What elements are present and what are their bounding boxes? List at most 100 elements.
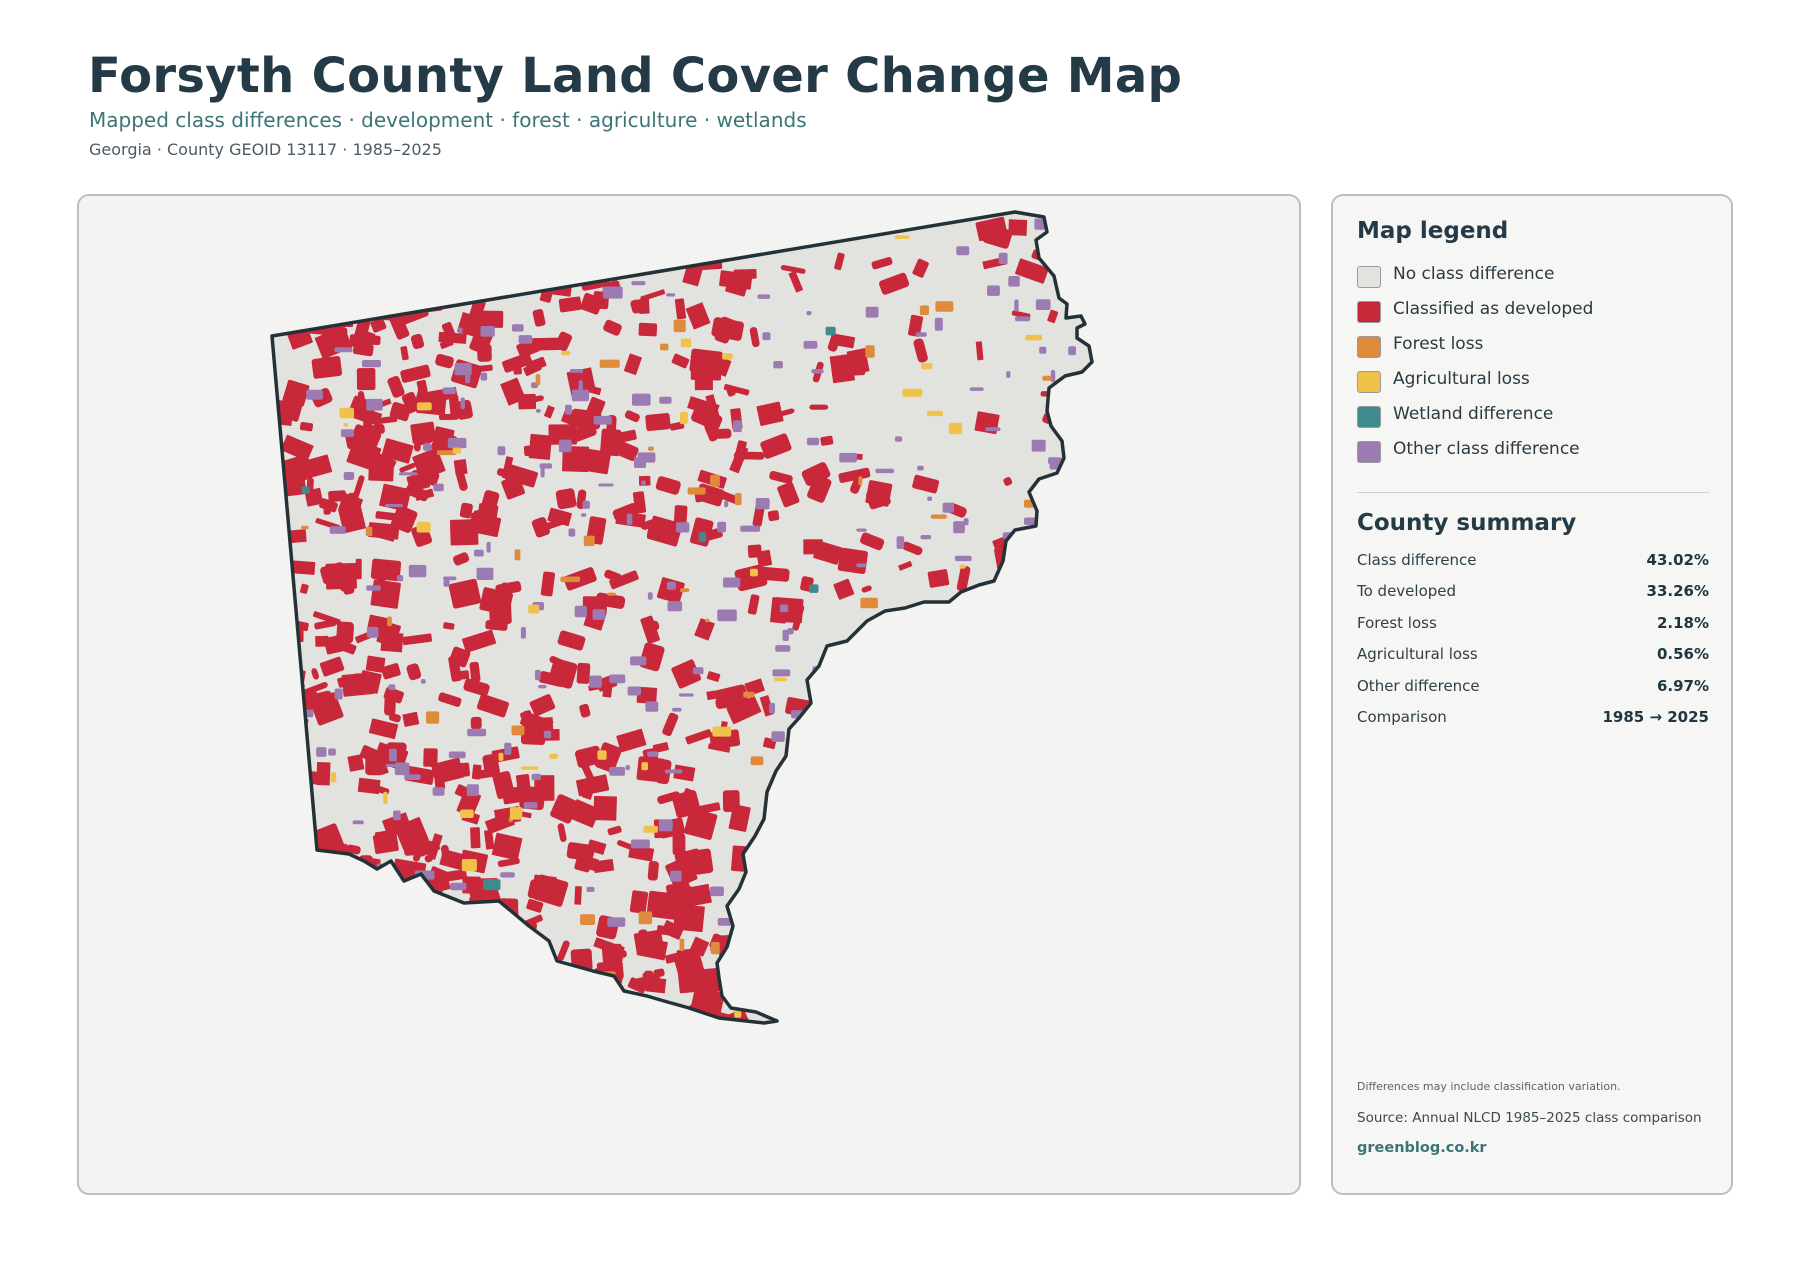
developed-patch [1025,898,1045,915]
developed-patch [814,838,846,857]
developed-patch [780,918,797,943]
developed-patch [899,698,928,712]
change-patch [1017,565,1031,576]
summary-label: Other difference [1357,676,1480,695]
change-patch [580,914,595,925]
developed-patch [646,519,660,540]
developed-patch [925,669,937,683]
developed-patch [756,549,773,567]
developed-patch [867,863,880,872]
developed-patch [920,788,941,815]
change-patch [528,604,540,614]
developed-patch [327,1006,357,1023]
developed-patch [272,1008,281,1023]
developed-patch [1003,911,1038,937]
change-patch [396,575,404,582]
change-patch [643,825,658,833]
change-patch [950,846,961,859]
developed-patch [415,212,445,243]
change-patch [352,820,364,825]
map-panel[interactable]: N [77,194,1301,1195]
developed-patch [317,969,346,995]
developed-patch [593,858,615,874]
developed-patch [497,857,520,868]
change-patch [1050,899,1069,905]
developed-patch [912,474,940,494]
developed-patch [1021,723,1033,732]
change-patch [942,502,954,513]
change-patch [762,332,771,341]
change-patch [480,326,495,337]
developed-patch [874,868,888,887]
change-patch [1008,276,1020,287]
change-patch [426,711,440,724]
developed-patch [700,243,723,271]
change-patch [1015,316,1031,322]
developed-patch [957,833,992,858]
developed-patch [803,539,823,555]
developed-patch [878,637,911,657]
developed-patch [609,570,639,590]
summary-row: Agricultural loss 0.56% [1357,645,1709,676]
developed-patch [410,333,425,350]
change-patch [498,289,506,295]
developed-patch [513,366,522,375]
developed-patch [382,1024,405,1050]
developed-patch [435,354,454,369]
developed-patch [315,916,341,944]
developed-patch [719,270,753,290]
change-patch [806,437,820,446]
developed-patch [923,1020,935,1023]
developed-patch [984,1004,994,1023]
developed-patch [775,988,812,1021]
change-patch [839,902,857,908]
change-patch [873,809,888,816]
developed-patch [356,367,376,391]
developed-patch [931,703,950,726]
developed-patch [944,830,964,858]
change-patch [497,446,506,456]
change-patch [982,742,991,751]
change-patch [498,752,504,761]
developed-patch [387,375,405,398]
change-patch [772,669,791,677]
developed-patch [949,660,974,690]
change-patch [425,293,431,304]
developed-patch [297,997,314,1011]
developed-patch [814,849,824,866]
developed-patch [655,759,672,785]
developed-patch [795,742,829,764]
developed-patch [804,883,833,900]
developed-patch [804,792,828,822]
developed-patch [563,1005,594,1021]
developed-patch [354,292,376,307]
developed-patch [586,1008,614,1023]
developed-patch [540,571,556,597]
developed-patch [1004,716,1023,742]
site-link[interactable]: greenblog.co.kr [1357,1140,1487,1156]
developed-patch [787,844,818,875]
developed-patch [865,643,894,659]
change-patch [742,916,753,925]
change-patch [985,855,998,866]
change-patch [1025,334,1043,341]
developed-patch [503,276,525,294]
county-map[interactable] [79,196,1301,1195]
developed-patch [282,379,310,407]
developed-patch [871,257,893,270]
developed-patch [288,976,314,992]
developed-patch [414,276,441,303]
change-patch [802,744,816,751]
developed-patch [504,463,538,488]
developed-patch [1022,844,1042,870]
developed-patch [355,558,362,580]
change-patch [926,410,943,417]
developed-patch [593,937,625,957]
developed-patch [293,1030,319,1051]
developed-patch [398,948,419,961]
change-patch [1046,919,1065,930]
change-patch [927,496,933,501]
developed-patch [558,296,582,313]
developed-patch [739,887,761,906]
developed-patch [498,250,530,267]
